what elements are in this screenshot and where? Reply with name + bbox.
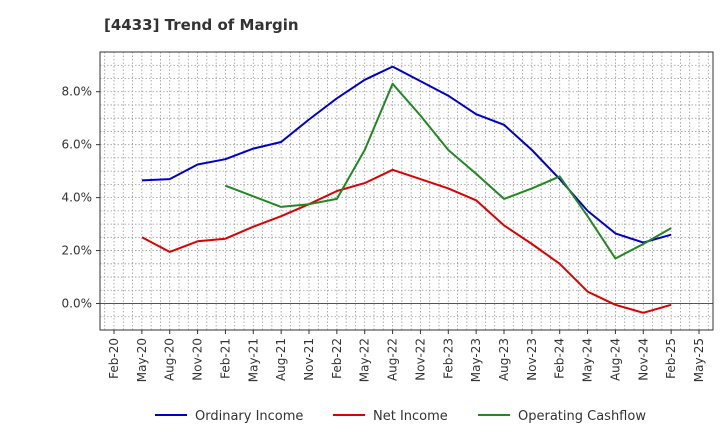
x-tick-label: May-23 <box>469 338 483 382</box>
x-tick-label: Aug-23 <box>497 338 511 381</box>
x-tick-label: Feb-24 <box>553 338 567 379</box>
x-tick-label: Nov-24 <box>636 338 650 381</box>
series-line-operating-cashflow <box>225 82 672 260</box>
x-tick-label: Aug-24 <box>608 338 622 381</box>
x-tick-label: Feb-22 <box>330 338 344 379</box>
x-tick-label: Feb-21 <box>218 338 232 379</box>
legend-label: Net Income <box>373 409 448 424</box>
x-tick-label: May-22 <box>358 338 372 382</box>
x-tick-label: Nov-20 <box>191 338 205 381</box>
chart-title: [4433] Trend of Margin <box>104 16 299 34</box>
x-tick-label: May-25 <box>692 338 706 382</box>
legend-label: Ordinary Income <box>195 409 303 424</box>
x-tick-label: Feb-23 <box>441 338 455 379</box>
y-tick-label: 2.0% <box>62 244 93 258</box>
y-tick-label: 0.0% <box>62 297 93 311</box>
y-tick-label: 8.0% <box>62 85 93 99</box>
series-line-ordinary-income <box>141 65 672 244</box>
x-tick-label: May-21 <box>246 338 260 382</box>
legend-label: Operating Cashflow <box>518 409 646 424</box>
x-tick-label: Feb-25 <box>664 338 678 379</box>
plot-area <box>100 52 713 330</box>
x-tick-label: Nov-22 <box>413 338 427 381</box>
y-tick-label: 4.0% <box>62 191 93 205</box>
x-tick-label: May-20 <box>135 338 149 382</box>
x-tick-label: Aug-21 <box>274 338 288 381</box>
x-tick-label: Feb-20 <box>107 338 121 379</box>
series-line-net-income <box>141 168 672 314</box>
plot-frame <box>99 51 714 331</box>
x-tick-label: Nov-23 <box>525 338 539 381</box>
y-tick-label: 6.0% <box>62 138 93 152</box>
x-tick-label: Nov-21 <box>302 338 316 381</box>
x-tick-label: May-24 <box>581 338 595 382</box>
x-tick-label: Aug-20 <box>163 338 177 381</box>
x-tick-label: Aug-22 <box>386 338 400 381</box>
